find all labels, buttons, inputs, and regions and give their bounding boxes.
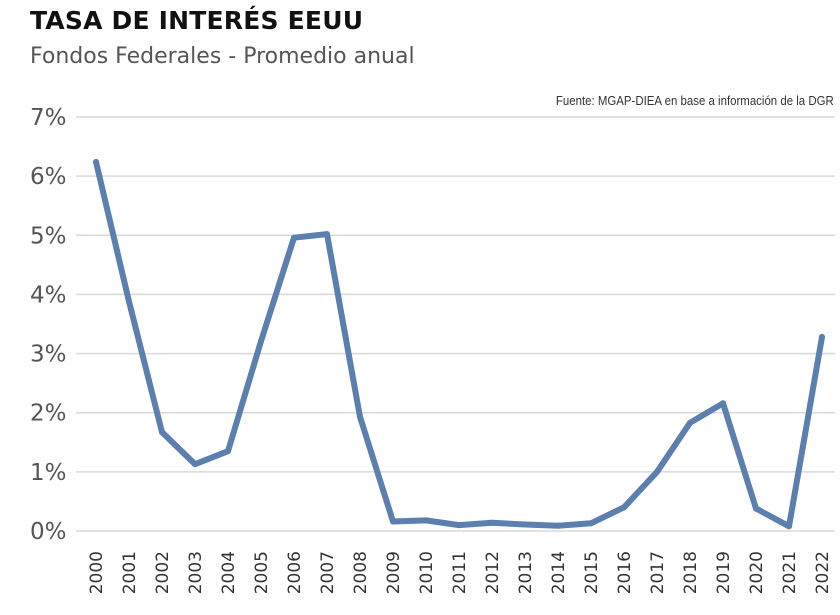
data-point bbox=[93, 158, 99, 165]
chart-source: Fuente: MGAP-DIEA en base a información … bbox=[556, 93, 834, 108]
x-axis-tick-labels: 2000 2001 2002 2003 2004 2005 2006 2007 2008 2009… bbox=[87, 551, 833, 594]
x-tick-label: 2010 bbox=[417, 551, 437, 594]
y-tick-label: 3% bbox=[30, 342, 67, 368]
data-point bbox=[654, 468, 660, 475]
y-tick-label: 0% bbox=[30, 519, 67, 545]
x-tick-label: 2002 bbox=[153, 551, 173, 594]
data-point bbox=[357, 413, 363, 420]
x-tick-label: 2012 bbox=[483, 551, 503, 594]
x-tick-label: 2021 bbox=[780, 551, 800, 594]
x-tick-label: 2006 bbox=[285, 551, 305, 594]
y-tick-label: 5% bbox=[30, 223, 67, 249]
data-point bbox=[324, 231, 330, 238]
x-tick-label: 2017 bbox=[648, 551, 668, 594]
grid-lines bbox=[76, 116, 835, 532]
x-tick-label: 2009 bbox=[384, 551, 404, 594]
data-point bbox=[423, 517, 429, 524]
data-point bbox=[489, 519, 495, 526]
data-point bbox=[291, 234, 297, 241]
x-tick-label: 2008 bbox=[351, 551, 371, 594]
data-point bbox=[588, 520, 594, 527]
x-tick-label: 2013 bbox=[516, 551, 536, 594]
x-tick-label: 2001 bbox=[120, 551, 140, 594]
series-line-group bbox=[93, 158, 825, 530]
data-point bbox=[225, 448, 231, 455]
x-tick-label: 2011 bbox=[450, 551, 470, 594]
y-tick-label: 4% bbox=[30, 282, 67, 308]
y-tick-label: 2% bbox=[30, 401, 67, 427]
x-tick-label: 2019 bbox=[714, 551, 734, 594]
y-axis-tick-labels: 0% 1% 2% 3% 4% 5% 6% 7% bbox=[30, 105, 67, 545]
x-tick-label: 2005 bbox=[252, 551, 272, 594]
x-tick-label: 2015 bbox=[582, 551, 602, 594]
data-point bbox=[258, 338, 264, 345]
x-tick-label: 2000 bbox=[87, 551, 107, 594]
x-tick-label: 2016 bbox=[615, 551, 635, 594]
data-point bbox=[720, 400, 726, 407]
data-point bbox=[126, 298, 132, 305]
x-tick-label: 2014 bbox=[549, 551, 569, 594]
y-tick-label: 6% bbox=[30, 164, 67, 190]
data-point bbox=[786, 523, 792, 530]
data-point bbox=[456, 522, 462, 529]
x-tick-label: 2022 bbox=[813, 551, 833, 594]
data-point bbox=[159, 429, 165, 436]
data-point bbox=[390, 518, 396, 525]
data-point bbox=[621, 504, 627, 511]
data-point bbox=[192, 461, 198, 468]
data-point bbox=[687, 419, 693, 426]
chart-subtitle: Fondos Federales - Promedio anual bbox=[30, 44, 415, 69]
x-tick-label: 2018 bbox=[681, 551, 701, 594]
x-tick-label: 2007 bbox=[318, 551, 338, 594]
data-point bbox=[555, 522, 561, 529]
data-point bbox=[819, 334, 825, 341]
chart-title: TASA DE INTERÉS EEUU bbox=[30, 6, 364, 35]
x-tick-label: 2003 bbox=[186, 551, 206, 594]
y-tick-label: 1% bbox=[30, 460, 67, 486]
data-point bbox=[753, 505, 759, 512]
data-point bbox=[522, 521, 528, 528]
x-tick-label: 2020 bbox=[747, 551, 767, 594]
x-tick-label: 2004 bbox=[219, 551, 239, 594]
y-tick-label: 7% bbox=[30, 105, 67, 131]
